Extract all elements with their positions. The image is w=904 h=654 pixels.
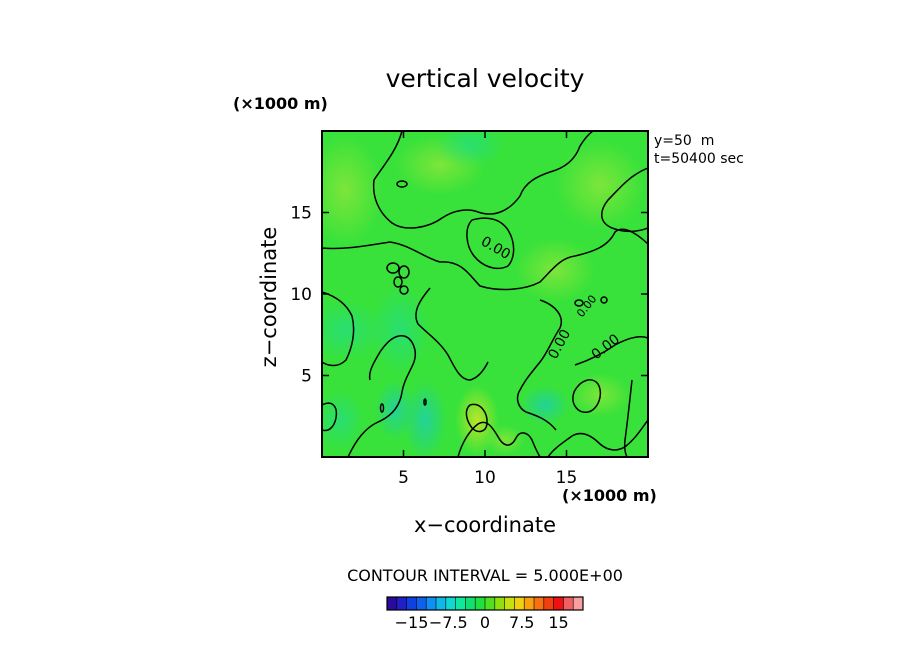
colorbar-tick-label: −15 [395,613,429,632]
colorbar-swatch [426,597,437,610]
contour-line [466,217,515,270]
contour-line [398,265,410,279]
colorbar: −15 −7.5 0 7.5 15 [386,596,584,632]
contour-line [465,403,488,433]
contour-line [322,402,338,432]
contour-line [396,180,408,188]
field-patch [555,140,645,230]
y-tick-label: 5 [301,367,312,387]
field-patch [370,285,430,375]
contour-line [379,403,385,413]
contour-line [624,379,633,457]
y-tick-label: 15 [290,204,312,224]
x-axis-ticks: 5 10 15 [398,131,577,488]
contour-line [347,334,416,457]
contour-line [322,291,355,367]
contour-line [516,299,562,431]
colorbar-swatch [543,597,554,610]
colorbar-swatch [504,597,515,610]
colorbar-tick-label: 7.5 [509,613,534,632]
colorbar-swatch [475,597,486,610]
x-axis-title: x−coordinate [414,513,556,537]
contour-line [399,285,409,295]
contour-line [601,167,648,233]
colorbar-swatch [445,597,456,610]
x-axis-unit: (×1000 m) [562,486,657,505]
contour-line [547,419,648,457]
colorbar-tick-label: −7.5 [429,613,468,632]
colorbar-swatch [534,597,545,610]
colorbar-swatch [494,597,505,610]
contour-line [457,421,541,457]
z-axis-unit: (×1000 m) [233,94,328,113]
colorbar-swatch [573,597,584,610]
colorbar-tick-label: 15 [548,613,568,632]
field-patch [520,385,570,425]
y-axis-ticks: 5 10 15 [290,204,648,387]
colorbar-swatch [465,597,476,610]
colorbar-swatch [406,597,417,610]
contour-line [386,262,400,274]
field-patch [403,380,447,457]
velocity-field [322,131,648,457]
contour-line [415,287,489,381]
y-position-annotation: y=50 m [654,133,714,149]
x-tick-label: 15 [556,468,578,488]
contour-line [393,276,403,288]
contour-line [572,379,602,413]
field-patch [485,425,525,455]
field-patch [322,135,383,245]
zero-contours [322,131,648,457]
colorbar-swatch [514,597,525,610]
colorbar-tick-label: 0 [480,613,490,632]
x-tick-label: 10 [474,468,496,488]
colorbar-swatch [485,597,496,610]
field-patch [435,131,505,167]
colorbar-swatch [563,597,574,610]
contour-line [372,131,594,229]
contour-line [322,228,648,291]
contour-line [600,296,608,304]
y-axis-title: z−coordinate [257,227,281,368]
colorbar-swatch [553,597,564,610]
chart-title: vertical velocity [386,64,585,93]
y-tick-label: 10 [290,285,312,305]
contour-interval-note: CONTOUR INTERVAL = 5.000E+00 [347,566,623,585]
contour-line [423,398,427,406]
colorbar-swatch [455,597,466,610]
colorbar-swatch [436,597,447,610]
time-annotation: t=50400 sec [654,151,744,167]
colorbar-swatch [416,597,427,610]
colorbar-swatch [524,597,535,610]
colorbar-swatch [387,597,398,610]
contour-line [574,336,648,366]
field-patch [515,238,595,302]
colorbar-swatch [396,597,407,610]
contour-line [574,299,584,307]
x-tick-label: 5 [398,468,409,488]
